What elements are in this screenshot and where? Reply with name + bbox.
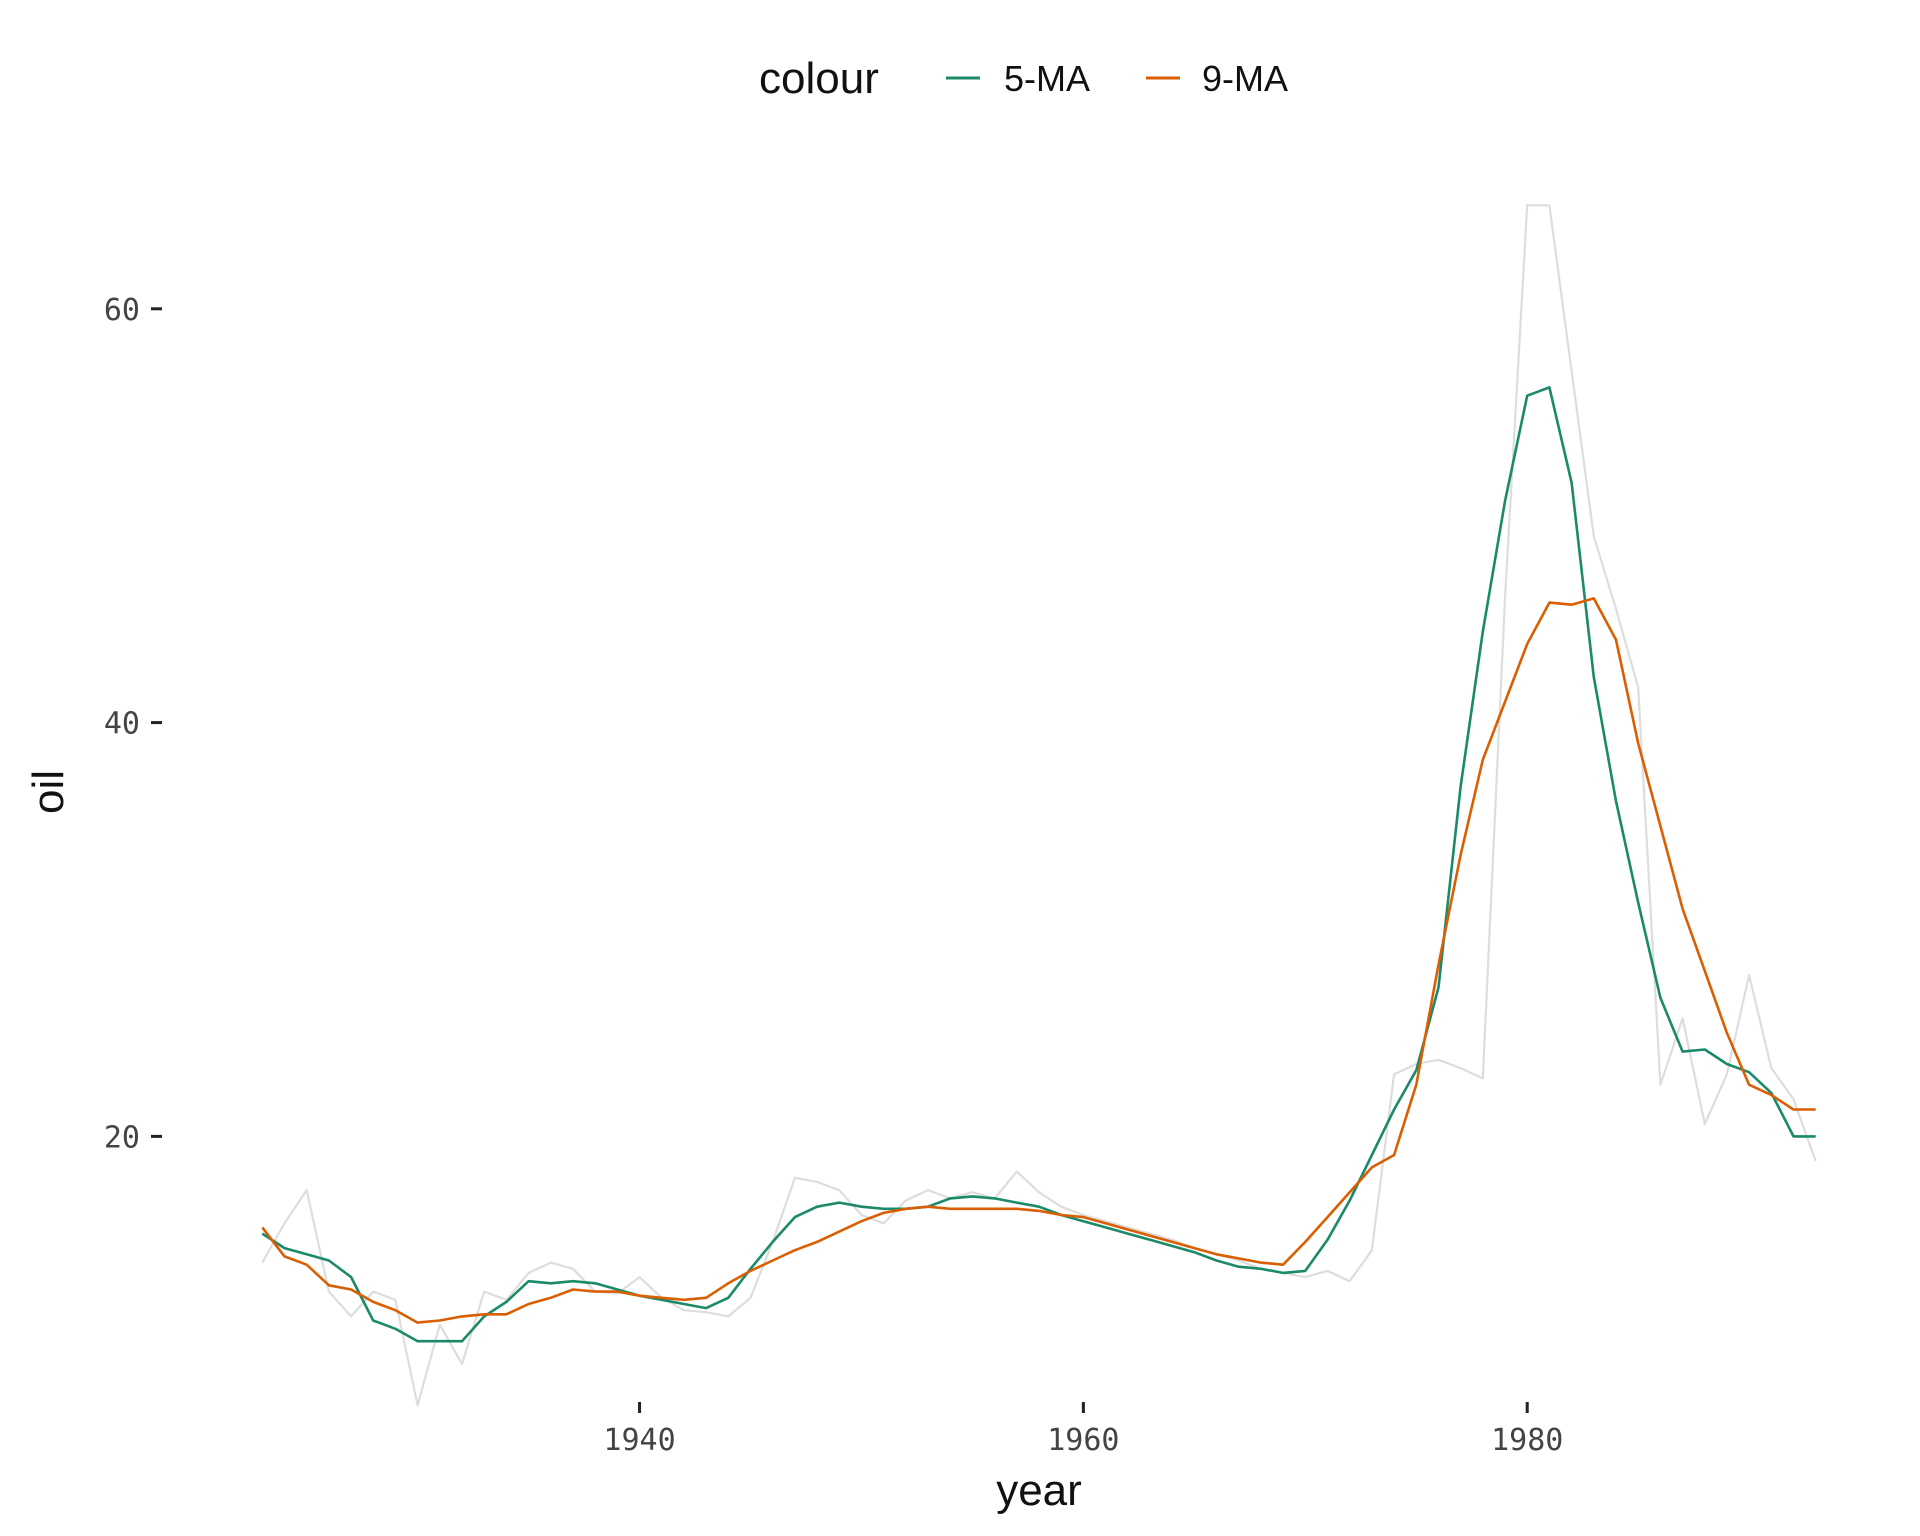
plot-area — [261, 204, 1817, 1407]
x-tick-label-1960: 1960 — [1047, 1423, 1119, 1458]
x-axis-ticks: 1940 1960 1980 — [603, 1402, 1563, 1458]
y-tick-label-20: 20 — [104, 1120, 140, 1155]
y-tick-label-40: 40 — [104, 707, 140, 742]
series-line-5-ma — [261, 386, 1816, 1343]
y-axis-ticks: 20 40 60 — [104, 293, 162, 1155]
legend-label-9-ma: 9-MA — [1202, 58, 1288, 99]
legend-label-5-ma: 5-MA — [1004, 58, 1090, 99]
y-tick-label-60: 60 — [104, 293, 140, 328]
x-axis-title: year — [996, 1466, 1082, 1515]
x-tick-label-1940: 1940 — [603, 1423, 675, 1458]
y-axis-title: oil — [24, 770, 73, 814]
raw-oil-series-line — [261, 204, 1817, 1407]
x-tick-label-1980: 1980 — [1491, 1423, 1563, 1458]
series-line-9-ma — [261, 597, 1816, 1324]
legend: colour 5-MA 9-MA — [759, 54, 1288, 103]
legend-title: colour — [759, 54, 879, 103]
